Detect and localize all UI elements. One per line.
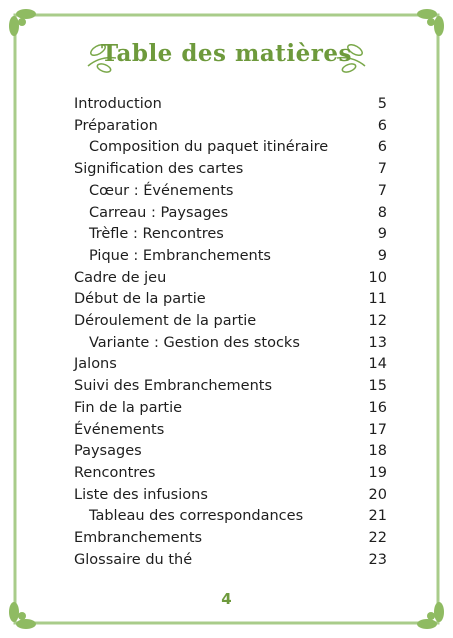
entry-label: Événements [74, 421, 165, 438]
entry-page: 16 [368, 399, 387, 416]
toc-entry: Signification des cartes 7 [74, 159, 387, 179]
toc-entry: Introduction 5 [74, 94, 387, 114]
entry-label: Introduction [74, 96, 162, 112]
entry-label: Rencontres [74, 464, 156, 481]
entry-page: 7 [377, 161, 387, 178]
entry-page: 5 [377, 96, 387, 112]
toc-entry: Cadre de jeu 10 [74, 268, 387, 288]
entry-page: 6 [377, 117, 387, 134]
toc-entry: Variante : Gestion des stocks 13 [74, 333, 387, 353]
toc-entry: Début de la partie 11 [74, 289, 387, 309]
toc-entry: Pique : Embranchements 9 [74, 246, 387, 266]
toc-entry: Tableau des correspondances 21 [74, 506, 387, 526]
entry-label: Cadre de jeu [74, 269, 167, 286]
toc-entry: Trèfle : Rencontres 9 [74, 224, 387, 244]
entry-label: Glossaire du thé [74, 551, 193, 568]
entry-label: Tableau des correspondances [89, 508, 304, 525]
entry-page: 11 [368, 291, 387, 308]
entry-page: 20 [368, 486, 387, 503]
entry-page: 7 [377, 182, 387, 199]
toc-entry: Déroulement de la partie 12 [74, 311, 387, 331]
entry-page: 23 [368, 551, 387, 568]
entry-page: 22 [368, 530, 387, 546]
entry-label: Variante : Gestion des stocks [89, 334, 300, 351]
toc-entry: Préparation 6 [74, 116, 387, 136]
entry-page: 19 [368, 464, 387, 481]
toc-entry: Embranchements 22 [74, 528, 387, 548]
toc-entry: Composition du paquet itinéraire 6 [74, 137, 387, 157]
toc-entry: Glossaire du thé 23 [74, 550, 387, 570]
entry-label: Composition du paquet itinéraire [89, 139, 329, 156]
toc-entry: Événements 17 [74, 420, 387, 440]
entry-label: Préparation [74, 117, 158, 134]
entry-page: 13 [368, 334, 387, 351]
entry-label: Déroulement de la partie [74, 313, 257, 329]
entry-label: Pique : Embranchements [89, 247, 271, 264]
entry-label: Trèfle : Rencontres [89, 226, 224, 243]
toc-entry: Fin de la partie 16 [74, 398, 387, 418]
entry-page: 9 [377, 226, 387, 243]
toc-entry: Carreau : Paysages 8 [74, 203, 387, 223]
entry-label: Carreau : Paysages [89, 204, 229, 221]
title: Table des matières [101, 40, 352, 67]
entry-label: Signification des cartes [74, 161, 244, 178]
entry-label: Fin de la partie [74, 399, 183, 416]
entry-label: Liste des infusions [74, 486, 208, 503]
entry-label: Paysages [74, 443, 142, 460]
toc-entry: Jalons 14 [74, 354, 387, 374]
title-ornaments [87, 43, 366, 73]
entry-page: 9 [377, 247, 387, 264]
entry-page: 21 [368, 508, 387, 525]
page-number: 4 [221, 590, 232, 608]
entry-page: 12 [368, 313, 387, 329]
entry-page: 14 [368, 356, 387, 373]
entry-label: Jalons [74, 356, 117, 373]
toc-entry: Rencontres 19 [74, 463, 387, 483]
border [13, 13, 440, 625]
corner-ornaments [9, 9, 444, 629]
entry-page: 8 [377, 204, 387, 221]
entry-page: 6 [377, 139, 387, 156]
toc-entry: Paysages 18 [74, 441, 387, 461]
entry-label: Suivi des Embranchements [74, 378, 273, 395]
entry-label: Embranchements [74, 530, 203, 546]
entry-page: 10 [368, 269, 387, 286]
entry-page: 15 [368, 378, 387, 395]
entry-page: 17 [368, 421, 387, 438]
entry-label: Cœur : Événements [89, 182, 234, 199]
toc-entry: Suivi des Embranchements 15 [74, 376, 387, 396]
entry-page: 18 [368, 443, 387, 460]
toc-entry: Cœur : Événements 7 [74, 181, 387, 201]
entry-label: Début de la partie [74, 291, 206, 308]
toc-entry: Liste des infusions 20 [74, 485, 387, 505]
